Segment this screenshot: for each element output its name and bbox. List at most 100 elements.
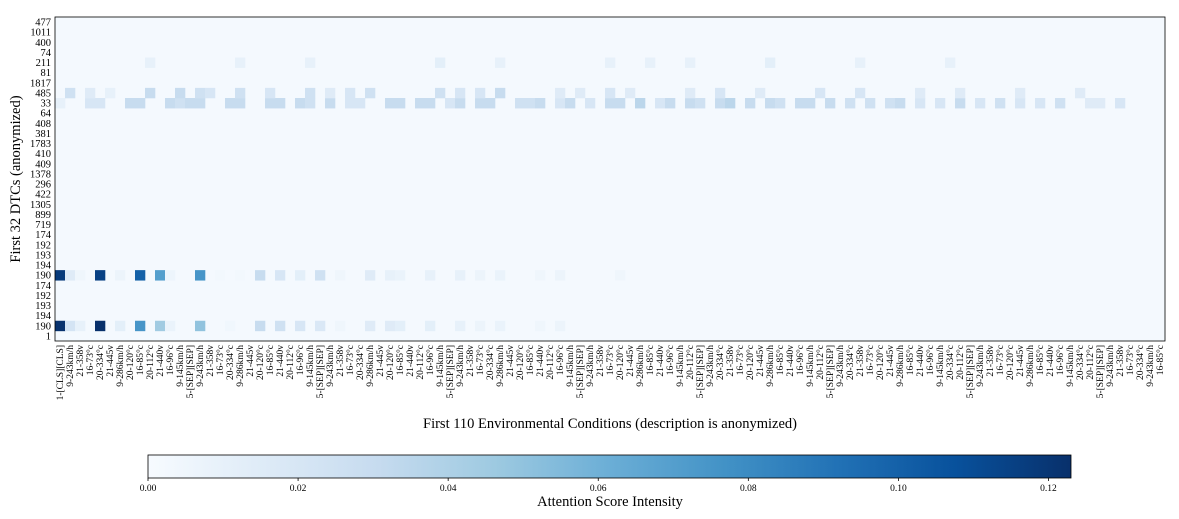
- y-tick-label: 1817: [30, 78, 51, 89]
- heatmap-cell: [685, 98, 696, 109]
- y-tick-label: 1378: [30, 169, 51, 180]
- heatmap-cell: [65, 270, 76, 281]
- x-tick-label: 9-243km/h: [1106, 345, 1116, 387]
- heatmap-cell: [1055, 98, 1066, 109]
- y-tick-label: 194: [35, 311, 52, 322]
- x-tick-label: 20-334°c: [355, 345, 366, 380]
- heatmap-cell: [395, 270, 406, 281]
- x-tick-label: 16-96°c: [795, 345, 806, 375]
- x-tick-label: 20-334°c: [945, 345, 956, 380]
- heatmap-cell: [385, 270, 396, 281]
- colorbar-tick-label: 0.08: [740, 484, 757, 494]
- heatmap-cell: [825, 98, 836, 109]
- heatmap-cell: [765, 98, 776, 109]
- heatmap-cell: [615, 98, 626, 109]
- y-tick-label: 485: [35, 88, 51, 99]
- x-tick-label: 21-440v: [156, 345, 166, 377]
- x-tick-labels: 1-[CLS][CLS] 9-243km/h 21-358v 16-73°c 20-33…: [56, 345, 1166, 401]
- x-tick-label: 16-96°c: [425, 345, 436, 375]
- x-tick-label: 16-73°c: [1125, 345, 1136, 375]
- colorbar: [147, 454, 1072, 479]
- heatmap-cell: [95, 98, 106, 109]
- heatmap-cell: [305, 87, 316, 99]
- x-tick-label: 9-145km/h: [936, 345, 946, 387]
- x-tick-label: 21-440v: [916, 345, 926, 377]
- x-tick-label: 5-[SEP][SEP]: [696, 345, 706, 398]
- x-tick-label: 21-440v: [536, 345, 546, 377]
- heatmap-cell: [335, 270, 346, 281]
- x-tick-label: 16-73°c: [85, 345, 96, 375]
- heatmap-cell: [275, 98, 286, 109]
- y-tick-label: 174: [35, 230, 52, 241]
- x-tick-label: 5-[SEP][SEP]: [316, 345, 326, 398]
- x-tick-label: 16-85°c: [905, 345, 916, 375]
- x-tick-label: 5-[SEP][SEP]: [826, 345, 836, 398]
- x-tick-label: 16-85°c: [1035, 345, 1046, 375]
- x-tick-label: 21-358v: [986, 345, 996, 377]
- y-tick-label: 1: [46, 331, 51, 342]
- x-tick-label: 9-286km/h: [236, 345, 246, 387]
- heatmap-cell: [715, 87, 726, 99]
- x-tick-label: 20-120°c: [615, 345, 626, 380]
- heatmap-cell: [155, 320, 166, 332]
- x-tick-label: 20-120°c: [875, 345, 886, 380]
- heatmap-cell: [195, 87, 206, 99]
- y-tick-label: 74: [41, 48, 52, 59]
- heatmap-cell: [135, 270, 146, 281]
- heatmap-cell: [225, 320, 236, 332]
- heatmap-cell: [275, 320, 286, 332]
- y-tick-label: 1011: [30, 28, 51, 39]
- x-tick-label: 16-96°c: [295, 345, 306, 375]
- x-tick-label: 9-243km/h: [456, 345, 466, 387]
- colorbar-tick-label: 0.12: [1040, 484, 1057, 494]
- heatmap-cell: [865, 98, 876, 109]
- x-tick-label: 9-286km/h: [116, 345, 126, 387]
- heatmap-cell: [325, 98, 336, 109]
- heatmap-cell: [315, 270, 326, 281]
- heatmap-cell: [575, 87, 586, 99]
- heatmap-cell: [345, 87, 356, 99]
- y-tick-label: 899: [35, 210, 51, 221]
- x-tick-label: 20-120°c: [1005, 345, 1016, 380]
- x-tick-label: 16-73°c: [605, 345, 616, 375]
- heatmap-cell: [295, 320, 306, 332]
- x-tick-label: 16-85°c: [775, 345, 786, 375]
- heatmap-cell: [335, 320, 346, 332]
- x-tick-label: 20-334°c: [715, 345, 726, 380]
- x-tick-label: 5-[SEP][SEP]: [186, 345, 196, 398]
- x-tick-label: 9-145km/h: [1066, 345, 1076, 387]
- heatmap-cell: [475, 320, 486, 332]
- heatmap-cell: [445, 98, 456, 109]
- x-tick-label: 16-85°c: [265, 345, 276, 375]
- heatmap-cell: [955, 87, 966, 99]
- x-tick-label: 16-73°c: [735, 345, 746, 375]
- heatmap-cell: [535, 320, 546, 332]
- heatmap-cell: [475, 98, 486, 109]
- heatmap-cell: [365, 320, 376, 332]
- x-tick-label: 9-286km/h: [896, 345, 906, 387]
- heatmap-cell: [855, 57, 866, 68]
- x-tick-label: 20-334°c: [1135, 345, 1146, 380]
- x-tick-label: 5-[SEP][SEP]: [1096, 345, 1106, 398]
- heatmap-cell: [745, 98, 756, 109]
- heatmap-cell: [395, 98, 406, 109]
- heatmap-cell: [435, 57, 446, 68]
- heatmap-cell: [815, 87, 826, 99]
- x-tick-label: 21-445v: [376, 345, 386, 377]
- x-tick-label: 21-440v: [786, 345, 796, 377]
- x-tick-label: 21-358v: [856, 345, 866, 377]
- heatmap-cell: [535, 98, 546, 109]
- x-tick-label: 16-96°c: [665, 345, 676, 375]
- heatmap-cell: [955, 98, 966, 109]
- x-tick-label: 20-334°c: [1075, 345, 1086, 380]
- y-tick-label: 211: [36, 58, 51, 69]
- heatmap-cell: [555, 98, 566, 109]
- x-tick-label: 20-112°c: [685, 345, 696, 380]
- heatmap-cell: [325, 87, 336, 99]
- heatmap-cell: [75, 270, 86, 281]
- y-tick-label: 33: [41, 99, 52, 110]
- heatmap-cell: [175, 98, 186, 109]
- y-tick-label: 719: [35, 220, 51, 231]
- heatmap-cell: [915, 98, 926, 109]
- x-tick-label: 20-112°c: [545, 345, 556, 380]
